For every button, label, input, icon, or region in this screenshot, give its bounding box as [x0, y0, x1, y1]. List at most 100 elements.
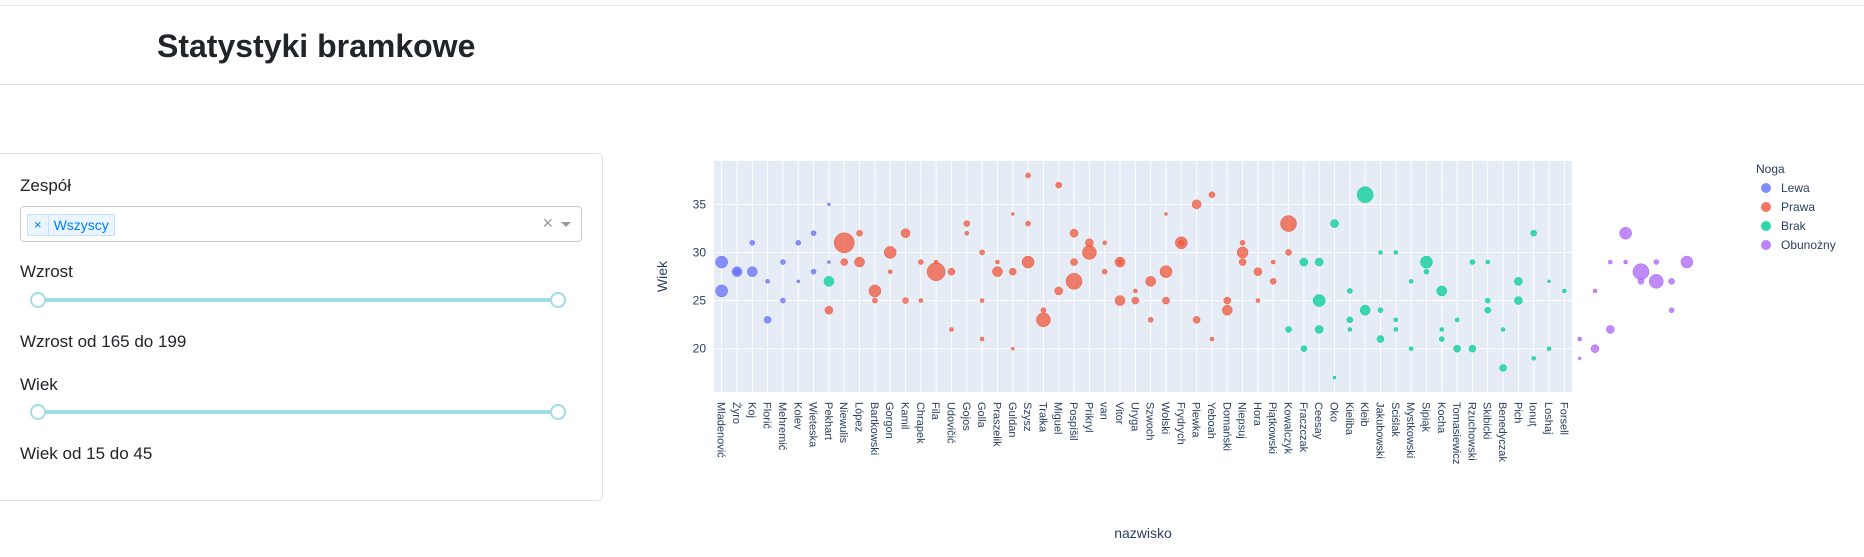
data-point	[810, 230, 817, 236]
data-point	[868, 284, 882, 298]
plot-background	[714, 161, 1572, 392]
data-point	[979, 249, 985, 256]
data-point	[1423, 268, 1430, 275]
data-point	[1408, 279, 1414, 284]
data-point	[1606, 325, 1615, 334]
page-header: Statystyki bramkowe	[0, 6, 1864, 85]
data-point	[887, 269, 893, 274]
data-point	[947, 267, 956, 276]
x-tick-label: Fila	[929, 402, 941, 421]
data-point	[1269, 278, 1277, 285]
x-tick-label: Yeboah	[1205, 402, 1217, 439]
clear-icon[interactable]: ×	[542, 213, 553, 233]
data-point	[1393, 317, 1399, 323]
x-tick-label: Szwoch	[1144, 402, 1156, 441]
data-point	[856, 229, 863, 237]
tag-remove-icon[interactable]: ×	[28, 215, 49, 235]
data-point	[1514, 277, 1523, 286]
data-point	[1280, 215, 1297, 232]
page-title: Statystyki bramkowe	[157, 28, 476, 64]
height-slider[interactable]	[30, 290, 566, 310]
data-point	[1082, 245, 1097, 260]
data-point	[1025, 220, 1031, 227]
data-point	[872, 297, 878, 304]
age-slider-max-handle[interactable]	[550, 404, 566, 420]
data-point	[1530, 229, 1537, 237]
x-tick-label: Niepsuj	[1236, 402, 1248, 439]
data-point	[1378, 250, 1383, 255]
legend: Noga Lewa Prawa Brak Obunożny	[1756, 162, 1836, 252]
height-slider-max-handle[interactable]	[550, 292, 566, 308]
data-point	[715, 284, 728, 298]
data-point	[1623, 259, 1628, 265]
data-point	[1484, 306, 1491, 314]
legend-label: Prawa	[1781, 200, 1815, 214]
data-point	[1500, 327, 1506, 332]
data-point	[1222, 304, 1233, 316]
data-point	[1178, 239, 1185, 247]
legend-label: Obunożny	[1781, 238, 1836, 252]
x-tick-label: Forsell	[1557, 402, 1569, 435]
data-point	[854, 256, 865, 268]
x-tick-label: Gojos	[960, 402, 972, 431]
data-point	[979, 336, 985, 342]
height-slider-min-handle[interactable]	[30, 292, 46, 308]
x-tick-label: Prikryl	[1082, 402, 1094, 433]
data-point	[1356, 186, 1374, 203]
data-point	[1147, 317, 1154, 323]
data-point	[1668, 307, 1675, 313]
legend-label: Lewa	[1781, 181, 1810, 195]
data-point	[1011, 212, 1015, 216]
age-slider-track[interactable]	[38, 410, 558, 414]
age-slider-min-handle[interactable]	[30, 404, 46, 420]
age-slider[interactable]	[30, 402, 566, 422]
data-point	[833, 232, 855, 254]
data-point	[1145, 276, 1156, 287]
x-tick-label: Kolev	[791, 402, 803, 430]
data-point	[827, 260, 831, 264]
data-point	[1101, 268, 1108, 275]
data-point	[1102, 240, 1107, 246]
data-point	[1608, 259, 1613, 265]
data-point	[795, 240, 802, 246]
team-dropdown[interactable]: × Wszyscy ×	[20, 206, 582, 242]
data-point	[1590, 344, 1600, 353]
series-brak	[823, 186, 1567, 380]
data-point	[1270, 259, 1276, 265]
legend-title: Noga	[1756, 162, 1785, 176]
data-point	[1547, 279, 1551, 284]
data-point	[1055, 181, 1062, 189]
data-point	[1009, 267, 1017, 276]
data-point	[1393, 250, 1399, 255]
data-point	[1376, 335, 1385, 343]
series-lewa	[715, 202, 831, 324]
data-point	[1253, 267, 1263, 276]
data-point	[810, 268, 817, 275]
data-point	[1468, 344, 1477, 353]
legend-marker	[1761, 221, 1771, 231]
data-point	[1454, 317, 1460, 323]
data-point	[1439, 336, 1445, 342]
x-tick-label: Trałka	[1036, 402, 1048, 433]
data-point	[1592, 288, 1598, 294]
data-point	[1408, 346, 1414, 351]
x-tick-label: López	[853, 402, 865, 432]
data-point	[1011, 346, 1015, 351]
data-point	[1562, 288, 1567, 294]
height-slider-track[interactable]	[38, 298, 558, 302]
data-point	[1436, 285, 1448, 297]
x-tick-label: Domański	[1220, 402, 1232, 451]
filter-panel: Zespół × Wszyscy × Wzrost Wzrost od 165 …	[0, 153, 603, 501]
data-point	[1514, 296, 1523, 305]
data-point	[1192, 316, 1201, 324]
x-tick-label: Hora	[1251, 402, 1263, 427]
data-point	[1680, 255, 1694, 269]
data-point	[1070, 258, 1078, 266]
chevron-down-icon[interactable]	[561, 222, 571, 227]
x-tick-label: Żyro	[730, 402, 743, 424]
data-point	[1314, 325, 1324, 334]
data-point	[1021, 255, 1035, 269]
data-point	[1359, 304, 1371, 316]
legend-marker	[1761, 202, 1771, 212]
